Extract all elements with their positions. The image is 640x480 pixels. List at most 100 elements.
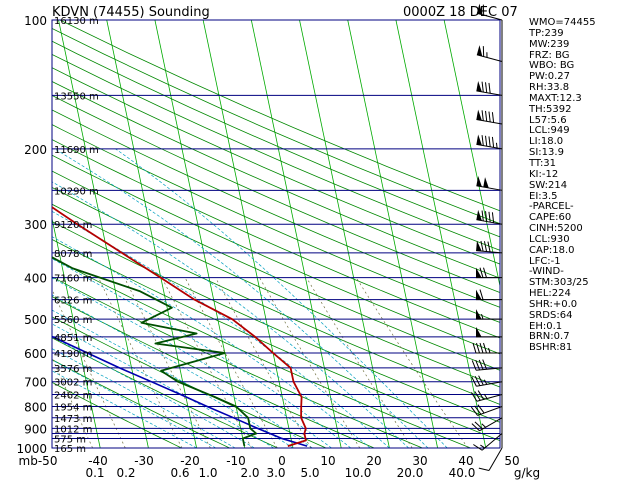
wind-barb-full [491,136,495,148]
wind-barb [476,267,502,279]
height-label: 10290 m [54,186,99,197]
plot-frame [51,19,501,449]
sounding-index: -WIND- [529,266,564,278]
moist-adiabat-line [115,148,448,448]
mixing-ratio-label: 10.0 [345,466,372,480]
sounding-index: MAXT:12.3 [529,92,582,104]
sounding-index: EH:0.1 [529,320,563,332]
wind-barb-full [479,267,484,278]
temperature-trace [52,206,307,447]
sounding-index: KI:-12 [529,168,559,180]
isobar-lines [51,19,501,449]
wind-barb [473,433,503,451]
height-label: 9120 m [54,220,92,231]
sounding-index: CAPE:60 [529,212,572,224]
sounding-index: PW:0.27 [529,71,570,83]
sounding-index: TT:31 [529,157,557,169]
temperature-tick-label: -40 [88,454,108,468]
wind-barb-flag [476,3,483,15]
temperature-tick-label: mb-50 [19,454,58,468]
mixing-ratio-label: 0.2 [116,466,135,480]
wind-barb-full [488,82,491,94]
height-label: 1012 m [54,424,92,435]
wind-barb [476,175,503,191]
wind-barb-full [475,360,481,371]
wind-barb-full [485,110,488,122]
wind-barb-half [483,379,488,385]
wind-barb-staff [477,406,503,416]
sounding-index: WMO=74455 [529,17,596,28]
wind-barb [471,359,503,371]
wind-barb-full [481,210,484,221]
isotherm-lines [52,20,500,448]
height-label: 4851 m [54,333,92,344]
height-label: 2462 m [54,391,92,402]
sounding-index: LCL:949 [529,125,570,137]
mixing-ratio-line [124,277,211,448]
height-label: 3576 m [54,364,92,375]
wind-barb-full [482,359,488,370]
sounding-index: WBO: BG [529,60,575,72]
isotherm-line [202,20,294,448]
wind-barb [472,342,502,354]
wind-barb-staff [476,367,503,371]
wind-barb-full [470,392,478,402]
wind-barb-full [478,467,490,472]
wind-barb-full [478,375,484,386]
wind-barb [476,45,503,62]
wind-barb-full [487,241,491,252]
temperature-tick-label: -10 [226,454,246,468]
pressure-tick-label: 200 [24,143,47,157]
sounding-index: BRN:0.7 [529,331,570,343]
mixing-ratio-label: 1.0 [198,466,217,480]
sounding-index: EI:3.5 [529,190,558,202]
wind-barb-staff [481,433,503,451]
wind-barb-full [471,376,477,387]
wind-barb-flag [476,289,482,300]
pressure-tick-label: 700 [24,376,47,390]
wind-barb-staff [476,394,503,402]
sounding-index: LCL:930 [529,233,570,245]
height-label: 3002 m [54,378,92,389]
sounding-index: FRZ: BG [529,49,570,61]
height-label: 13550 m [54,91,99,102]
wind-barb-full [471,423,480,432]
wind-barb-staff [476,119,503,125]
temperature-tick-label: 0 [278,454,286,468]
pressure-tick-label: 800 [24,401,47,415]
mixing-ratio-label: 40.0 [449,466,476,480]
wind-barb-flag [476,267,482,278]
temperature-tick-label: 30 [412,454,427,468]
sounding-index: MW:239 [529,38,570,50]
wind-barb-full [479,342,484,354]
temperature-tick-label: -20 [180,454,200,468]
height-label: 8078 m [54,249,92,260]
wind-barb [476,134,503,150]
pressure-tick-label: 1000 [16,442,47,456]
moist-adiabat-line [52,359,217,448]
moist-adiabat-line [52,370,197,448]
pressure-tick-label: 500 [24,313,47,327]
wind-barb-full [477,404,485,414]
wind-barb-flag [476,81,482,92]
sounding-index: SHR:+0.0 [529,298,578,310]
wind-barb-full [485,82,488,93]
wind-barb-flag [476,109,482,121]
wind-barb-staff [476,185,503,191]
wind-barb [471,375,503,387]
isotherm-line [154,20,246,448]
height-label: 1954 m [54,403,92,414]
wind-barb-full [481,135,484,146]
isotherm-line [58,20,149,448]
temperature-tick-label: 50 [504,454,519,468]
wind-barb-full [474,391,481,401]
wind-barb-half [481,314,484,320]
temperature-tick-label: 10 [320,454,335,468]
wind-barb-flag [483,177,489,188]
sounding-index: TH:5392 [529,103,572,115]
wind-barb-flag [476,309,482,320]
wind-barb [476,209,503,225]
sounding-index: CINH:5200 [529,223,583,235]
sounding-index: SRDS:64 [529,309,573,321]
pressure-tick-label: 300 [24,218,47,232]
